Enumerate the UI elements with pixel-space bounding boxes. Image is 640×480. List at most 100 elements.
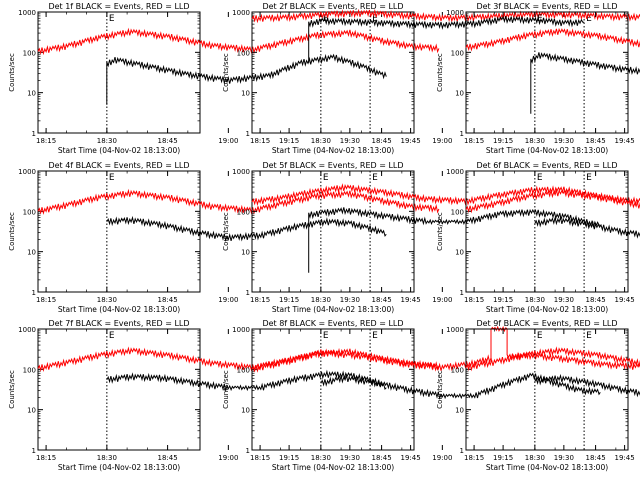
series-line-events [106,215,387,243]
x-tick-label: 18:15 [250,137,270,145]
y-tick-label: 1 [460,130,464,138]
x-tick-label: 18:15 [36,296,56,304]
x-tick-label: 19:45 [401,137,421,145]
x-tick-label: 18:45 [372,296,392,304]
x-tick-label: 19:45 [401,454,421,462]
series-line-events [534,373,640,398]
x-axis-label: Start Time (04-Nov-02 18:13:00) [58,463,180,472]
y-tick-label: 1 [460,447,464,455]
y-tick-label: 1000 [232,326,250,334]
series-line-lld [37,27,440,56]
y-tick-label: 10 [455,90,464,98]
y-axis-label: Counts/sec [436,53,444,92]
x-tick-label: 18:30 [525,296,545,304]
x-tick-label: 18:30 [311,137,331,145]
x-tick-label: 18:15 [250,454,270,462]
detector-panel: Det 8f BLACK = Events, RED = LLD Counts/s… [222,319,640,472]
y-tick-label: 100 [451,49,464,57]
x-tick-label: 18:45 [158,137,178,145]
event-marker-label: E [372,14,378,24]
y-tick-label: 1 [460,289,464,297]
x-tick-label: 18:45 [158,454,178,462]
y-tick-label: 10 [455,249,464,257]
x-tick-label: 18:45 [372,454,392,462]
y-tick-label: 1000 [18,9,36,17]
x-tick-label: 19:30 [554,137,574,145]
event-marker-label: E [109,331,115,341]
x-tick-label: 19:30 [554,454,574,462]
event-marker-label: E [537,173,543,183]
series-line-lld [465,27,640,52]
x-tick-label: 18:30 [311,296,331,304]
event-marker-label: E [586,331,592,341]
y-axis-label: Counts/sec [8,370,16,409]
series-line-lld [37,188,440,215]
y-tick-label: 1000 [18,326,36,334]
x-tick-label: 19:30 [554,296,574,304]
x-axis-label: Start Time (04-Nov-02 18:13:00) [58,146,180,155]
event-marker-label: E [372,331,378,341]
event-marker-label: E [372,173,378,183]
x-tick-label: 18:15 [36,454,56,462]
x-tick-label: 19:15 [279,137,299,145]
x-tick-label: 18:30 [97,296,117,304]
x-tick-label: 18:15 [464,454,484,462]
x-tick-label: 19:00 [218,137,238,145]
event-marker-label: E [586,14,592,24]
x-tick-label: 18:30 [525,137,545,145]
y-tick-label: 100 [237,208,250,216]
series-line-events [308,15,585,63]
y-tick-label: 100 [23,49,36,57]
y-tick-label: 1 [246,130,250,138]
x-axis-label: Start Time (04-Nov-02 18:13:00) [272,305,394,314]
y-axis-label: Counts/sec [222,53,230,92]
x-tick-label: 19:30 [340,454,360,462]
x-axis-label: Start Time (04-Nov-02 18:13:00) [272,463,394,472]
x-tick-label: 19:30 [340,137,360,145]
event-marker-label: E [537,14,543,24]
series-line-events [534,215,640,239]
y-axis-label: Counts/sec [8,212,16,251]
x-tick-label: 19:15 [493,454,513,462]
plot-frame [251,170,415,293]
series-line-lld [465,188,640,214]
detector-panel: Det 7f BLACK = Events, RED = LLD Counts/s… [8,319,440,472]
series-line-events [106,53,387,105]
panel-title: Det 9f BLACK = Events, RED = LLD [476,319,617,328]
y-tick-label: 10 [241,249,250,257]
panel-title: Det 4f BLACK = Events, RED = LLD [48,161,189,170]
detector-panel: Det 9f BLACK = Events, RED = LLD Counts/s… [436,319,640,472]
x-tick-label: 19:00 [432,137,452,145]
y-axis-label: Counts/sec [222,370,230,409]
x-tick-label: 19:15 [493,296,513,304]
series-line-lld [251,325,640,373]
x-tick-label: 19:00 [218,454,238,462]
plot-frame [37,328,201,451]
y-tick-label: 1 [246,447,250,455]
event-marker-label: E [109,14,115,24]
panel-title: Det 6f BLACK = Events, RED = LLD [476,161,617,170]
y-axis-label: Counts/sec [436,370,444,409]
plot-frame [37,170,201,293]
x-tick-label: 19:15 [279,296,299,304]
panel-title: Det 1f BLACK = Events, RED = LLD [48,2,189,11]
x-tick-label: 18:30 [97,454,117,462]
panel-title: Det 5f BLACK = Events, RED = LLD [262,161,403,170]
y-axis-label: Counts/sec [436,212,444,251]
y-axis-label: Counts/sec [222,212,230,251]
y-tick-label: 1 [32,289,36,297]
series-line-events [106,369,387,393]
x-tick-label: 18:45 [586,296,606,304]
x-tick-label: 19:15 [493,137,513,145]
y-tick-label: 1000 [232,9,250,17]
x-tick-label: 19:45 [615,296,635,304]
y-tick-label: 10 [27,249,36,257]
x-axis-label: Start Time (04-Nov-02 18:13:00) [486,146,608,155]
y-tick-label: 100 [451,208,464,216]
detector-panel: Det 5f BLACK = Events, RED = LLD Counts/s… [222,161,640,314]
plot-frame [251,11,415,134]
x-tick-label: 19:15 [279,454,299,462]
y-tick-label: 100 [237,49,250,57]
event-marker-label: E [323,14,329,24]
x-tick-label: 18:45 [586,454,606,462]
